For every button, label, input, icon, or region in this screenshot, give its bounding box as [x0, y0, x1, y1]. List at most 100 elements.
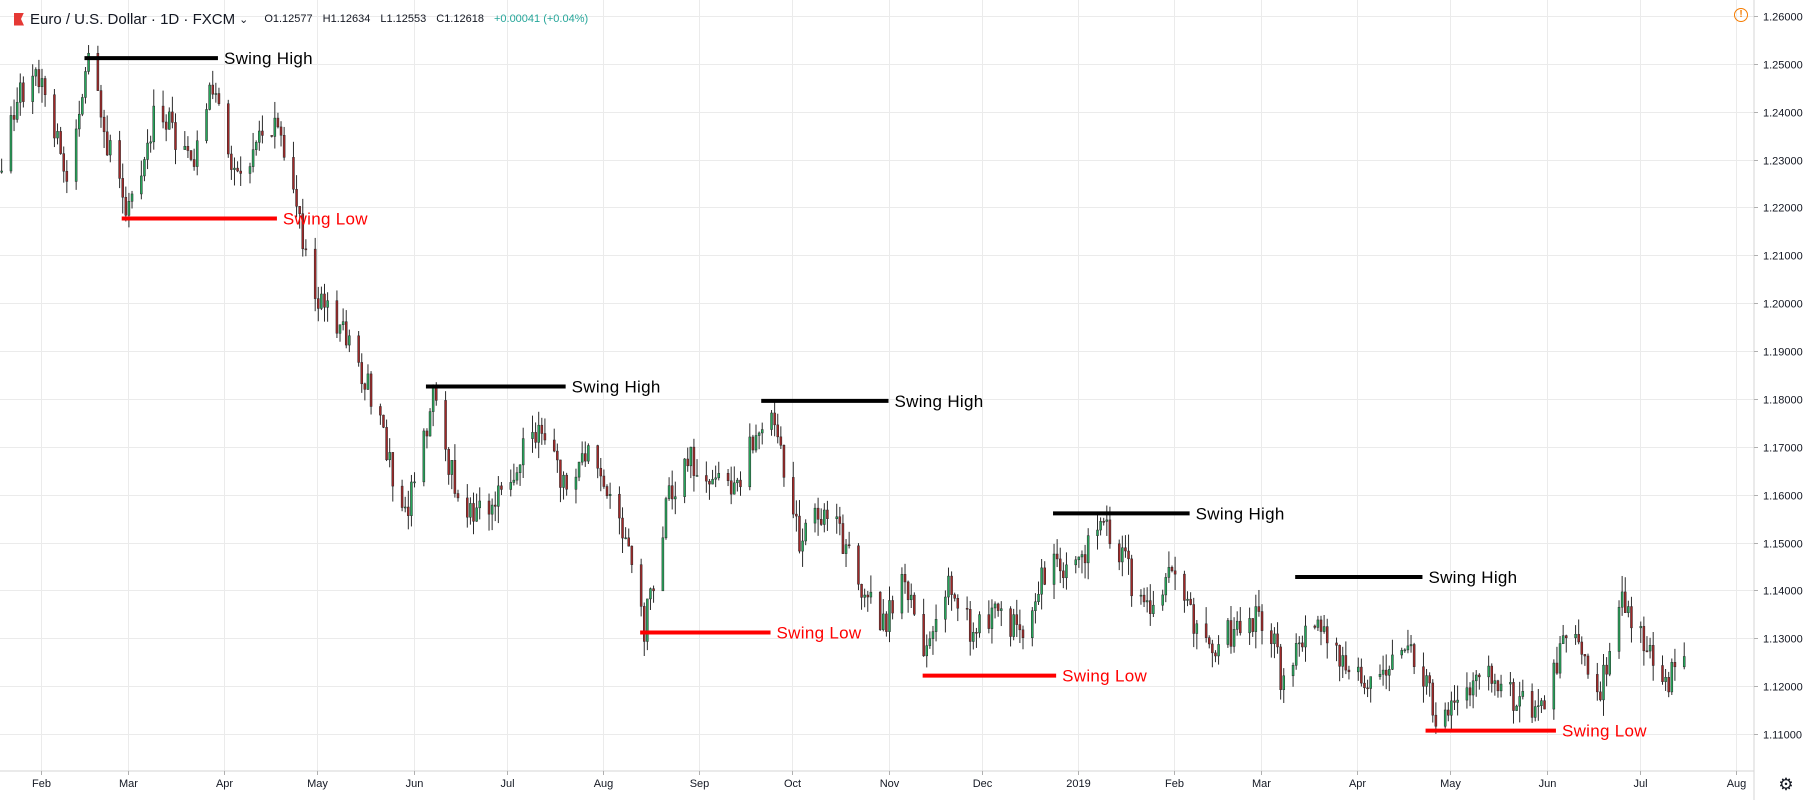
chevron-down-icon[interactable]: ⌄ [239, 13, 249, 26]
candle-body-up [900, 574, 904, 614]
candle [639, 558, 643, 617]
candle-body-up [1273, 633, 1276, 645]
swing-low-label[interactable]: Swing Low [1562, 722, 1647, 741]
candle [1021, 625, 1025, 650]
swing-low-label[interactable]: Swing Low [777, 624, 862, 643]
swing-high-annotation[interactable]: Swing High [761, 392, 983, 411]
candle-body-up [646, 598, 649, 642]
candle-body-down [627, 537, 630, 547]
candle-body-down [1335, 642, 1338, 646]
candle-body-down [298, 206, 301, 214]
candle-body-down [1173, 570, 1177, 575]
candle [298, 206, 301, 229]
candle-body-up [1145, 600, 1149, 603]
candle-body-up [1400, 650, 1403, 656]
price-tick-label: 1.15000 [1763, 539, 1803, 551]
swing-low-label[interactable]: Swing Low [1062, 667, 1147, 686]
candle [1341, 646, 1344, 678]
swing-high-annotation[interactable]: Swing High [425, 377, 661, 396]
candle [211, 70, 214, 100]
interval[interactable]: 1D [160, 10, 180, 28]
candle-body-down [369, 373, 373, 407]
candle [273, 101, 277, 149]
swing-high-label[interactable]: Swing High [895, 392, 984, 411]
candle-body-down [1189, 598, 1192, 605]
swing-high-annotation[interactable]: Swing High [1295, 568, 1517, 587]
candle-body-up [338, 324, 342, 334]
exchange[interactable]: FXCM [192, 10, 236, 28]
symbol-legend[interactable]: Euro / U.S. Dollar · 1D · FXCM ⌄ O1.1257… [14, 9, 588, 29]
candle [493, 491, 497, 522]
candle [1226, 618, 1230, 648]
candle-body-down [987, 614, 991, 629]
symbol-name[interactable]: Euro / U.S. Dollar [30, 10, 147, 28]
candle-body-down [1257, 606, 1261, 612]
candle-body-down [1468, 687, 1472, 696]
candle [1239, 607, 1242, 636]
price-tick-label: 1.14000 [1763, 586, 1803, 598]
swing-high-label[interactable]: Swing High [572, 377, 661, 396]
candle [1012, 608, 1015, 641]
candle [990, 599, 994, 644]
swing-low-annotation[interactable]: Swing Low [640, 624, 862, 643]
price-tick-label: 1.19000 [1763, 347, 1803, 359]
gear-icon[interactable]: ⚙ [1778, 775, 1794, 794]
candle-body-up [403, 506, 407, 509]
swing-high-annotation[interactable]: Swing High [84, 49, 313, 68]
candle-body-up [497, 485, 500, 507]
alert-icon[interactable]: ! [1734, 8, 1748, 22]
candle-body-down [124, 196, 128, 216]
candle-body-down [301, 213, 305, 250]
swing-low-label[interactable]: Swing Low [283, 209, 368, 228]
candle [121, 163, 124, 214]
candle-body-up [993, 603, 997, 609]
candle [9, 106, 13, 174]
swing-high-annotation[interactable]: Swing High [1053, 504, 1285, 523]
candle [683, 458, 686, 504]
candle [1384, 654, 1388, 690]
candle [1487, 655, 1490, 691]
candle-body-down [968, 609, 972, 642]
candle [174, 113, 177, 165]
candle-body-up [1248, 618, 1251, 634]
candle [161, 90, 165, 129]
swing-low-annotation[interactable]: Swing Low [922, 667, 1148, 686]
candle [1170, 565, 1174, 573]
candle-body-down [425, 430, 429, 437]
candle-body-down [1583, 654, 1587, 657]
swing-low-annotation[interactable]: Swing Low [1425, 722, 1648, 741]
candle-body-down [96, 52, 100, 91]
candle [1043, 561, 1046, 586]
swing-high-label[interactable]: Swing High [224, 49, 313, 68]
candle-body-up [214, 93, 218, 95]
candle [1335, 637, 1338, 662]
candle-body-down [1555, 662, 1559, 674]
candle-body-down [1313, 625, 1317, 628]
candle-body-up [717, 473, 721, 479]
candle-body-up [475, 507, 478, 522]
candle [96, 45, 100, 91]
candle-body-down [211, 84, 214, 95]
candle [602, 469, 606, 489]
candle-body-up [1341, 655, 1344, 667]
candle [826, 500, 829, 531]
candle-body-up [1465, 687, 1469, 701]
candle [838, 506, 842, 536]
candle [1161, 589, 1164, 611]
swing-high-label[interactable]: Swing High [1196, 504, 1285, 523]
candle [391, 452, 395, 502]
candle-body-up [1235, 620, 1239, 630]
candle-body-down [1214, 652, 1217, 657]
candle [689, 446, 693, 479]
swing-annotations[interactable]: Swing High Swing Low Swing High Swing Low Sw… [84, 49, 1647, 741]
candle-body-down [602, 475, 606, 487]
candle-body-up [931, 631, 935, 639]
swing-low-annotation[interactable]: Swing Low [121, 209, 369, 228]
swing-high-label[interactable]: Swing High [1428, 568, 1517, 587]
candle-body-down [121, 178, 124, 198]
candle-body-up [431, 386, 435, 412]
candle-body-down [1021, 629, 1025, 638]
candle-body-down [885, 613, 888, 632]
